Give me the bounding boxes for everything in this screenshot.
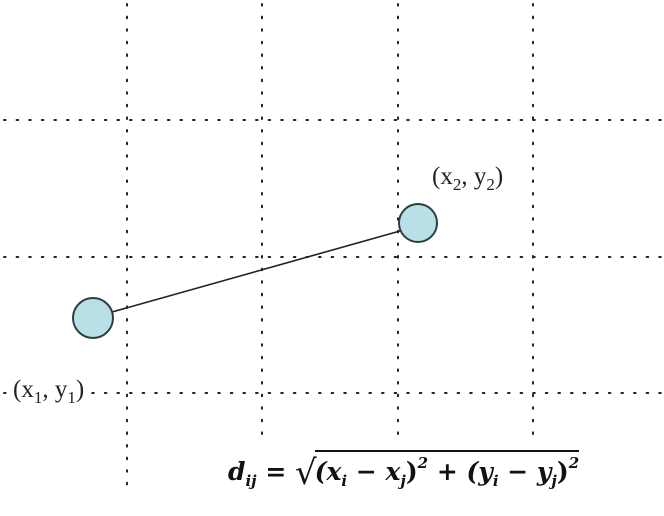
- point-1-label: (x1, y1): [13, 376, 85, 407]
- label-y: y: [54, 376, 68, 403]
- formula-sub: i: [341, 472, 348, 490]
- formula-part: − y: [498, 457, 552, 486]
- formula-sup: 2: [568, 454, 580, 472]
- formula-sub: j: [551, 472, 557, 490]
- formula-part: +: [428, 457, 467, 486]
- formula-lhs: d: [228, 457, 246, 486]
- label-sub: 2: [452, 175, 462, 194]
- formula-sub: i: [492, 472, 499, 490]
- formula-part: ): [405, 457, 418, 486]
- radicand: (xi − xj)2 + (yi − yj)2: [314, 450, 580, 490]
- distance-line: [111, 230, 401, 313]
- formula-equals: =: [265, 457, 287, 486]
- point-2-node: [398, 203, 438, 243]
- formula-part: − x: [347, 457, 401, 486]
- formula-part: ): [556, 457, 569, 486]
- formula-part: (y: [466, 457, 493, 486]
- label-x: x: [21, 376, 34, 403]
- label-sub: 1: [33, 388, 43, 407]
- formula-part: (x: [314, 457, 342, 486]
- label-sub: 1: [67, 388, 76, 407]
- point-2-label: (x2, y2): [432, 163, 504, 194]
- label-sub: 2: [486, 175, 495, 194]
- label-y: y: [473, 163, 487, 190]
- formula-sup: 2: [417, 454, 429, 472]
- formula-sub: j: [400, 472, 406, 490]
- label-x: x: [440, 163, 453, 190]
- distance-formula: dij = √(xi − xj)2 + (yi − yj)2: [228, 450, 580, 493]
- grid: [3, 3, 664, 493]
- sqrt-sign: √: [295, 453, 317, 493]
- point-1-node: [72, 297, 114, 339]
- formula-lhs-sub: ij: [245, 472, 257, 490]
